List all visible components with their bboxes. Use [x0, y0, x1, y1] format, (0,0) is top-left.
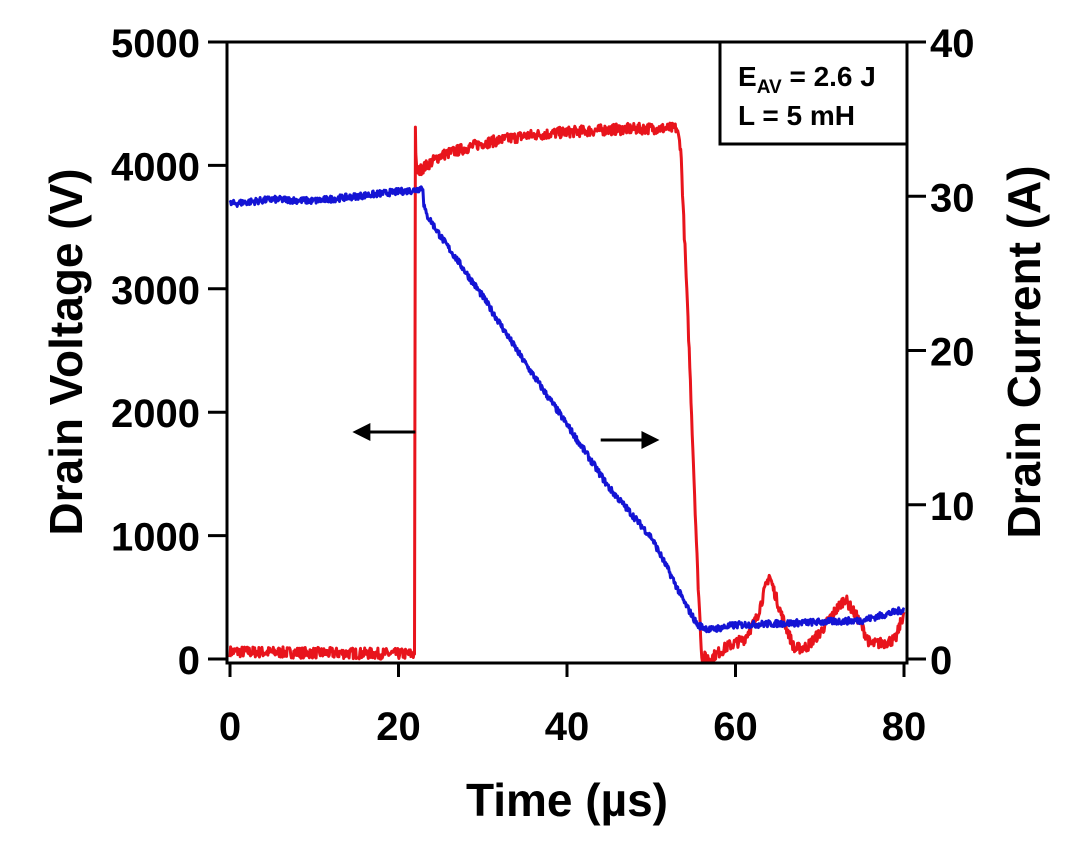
left-y-tick-label: 2000 [111, 392, 200, 436]
right-y-axis-title: Drain Current (A) [998, 165, 1050, 538]
drain-current-series [228, 185, 906, 634]
right-y-tick-label: 10 [930, 485, 975, 529]
right-y-axis-ticks: 0 10 20 30 40 [906, 22, 975, 683]
left-y-axis-ticks: 0 1000 2000 3000 4000 5000 [111, 22, 228, 683]
x-tick-label: 80 [882, 705, 927, 749]
drain-voltage-series [228, 121, 906, 665]
right-y-tick-label: 0 [930, 639, 952, 683]
left-y-tick-label: 3000 [111, 269, 200, 313]
left-y-tick-label: 0 [178, 639, 200, 683]
annotation-energy: EAV = 2.6 J [738, 61, 876, 98]
annotation-inductance: L = 5 mH [738, 100, 855, 131]
annotation-box: EAV = 2.6 J L = 5 mH [718, 40, 909, 146]
right-y-tick-label: 30 [930, 176, 975, 220]
x-axis-title: Time (µs) [466, 774, 668, 826]
axis-arrows [352, 422, 660, 449]
x-tick-label: 20 [376, 705, 421, 749]
left-y-axis-title: Drain Voltage (V) [40, 168, 92, 535]
x-axis-ticks: 0 20 40 60 80 [219, 663, 926, 749]
annotation-frame [718, 40, 909, 146]
left-arrow-head-icon [352, 422, 371, 441]
x-tick-label: 0 [219, 705, 241, 749]
left-y-tick-label: 4000 [111, 145, 200, 189]
x-tick-label: 60 [713, 705, 758, 749]
right-y-tick-label: 40 [930, 22, 975, 66]
right-arrow-head-icon [641, 430, 660, 449]
left-y-tick-label: 5000 [111, 22, 200, 66]
right-y-tick-label: 20 [930, 331, 975, 375]
x-tick-label: 40 [545, 705, 590, 749]
left-y-tick-label: 1000 [111, 516, 200, 560]
